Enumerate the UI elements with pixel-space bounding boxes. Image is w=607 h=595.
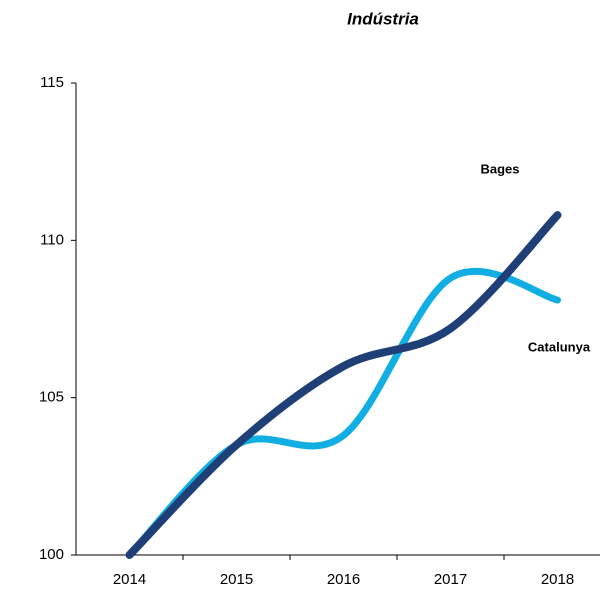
x-tick-label: 2018 <box>541 571 574 588</box>
series-label: Catalunya <box>528 339 591 354</box>
series-label: Bages <box>480 161 519 176</box>
series-line <box>126 268 561 559</box>
series-line <box>125 211 562 559</box>
x-tick-label: 2015 <box>220 571 253 588</box>
x-tick-label: 2014 <box>113 571 146 588</box>
x-tick-label: 2016 <box>327 571 360 588</box>
chart-title: Indústria <box>347 9 419 28</box>
y-tick-label: 110 <box>40 231 64 248</box>
y-tick-label: 105 <box>39 389 64 406</box>
y-tick-label: 100 <box>39 546 64 563</box>
y-tick-label: 115 <box>40 74 64 91</box>
x-tick-label: 2017 <box>434 571 467 588</box>
